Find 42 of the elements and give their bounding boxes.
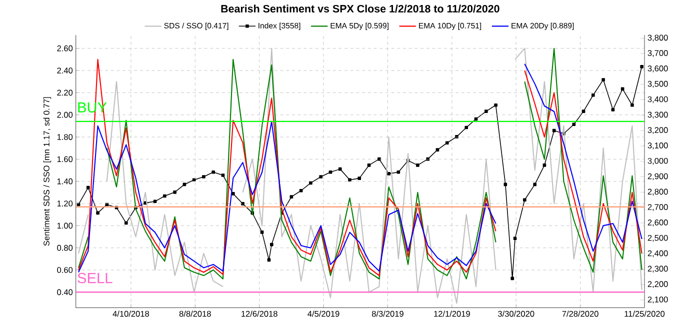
y-tick-label: 1.80 [57, 134, 73, 140]
y2-tick-label: 3,000 [648, 158, 668, 165]
y-tick-label: 0.80 [57, 244, 73, 251]
x-tick-label: 8/8/2018 [179, 310, 211, 317]
x-tick-label: 12/1/2019 [434, 310, 470, 317]
y2-tick-label: 2,600 [648, 220, 668, 226]
y2-tick-label: 3,200 [648, 127, 668, 134]
y-tick-label: 1.20 [57, 200, 73, 206]
y-tick-label: 0.60 [57, 267, 73, 273]
x-tick-label: 3/30/2020 [498, 310, 534, 317]
y2-tick-label: 2,900 [648, 173, 668, 180]
chart-title: Bearish Sentiment vs SPX Close 1/2/2018 to 11/20/2020 [221, 4, 500, 13]
y2-tick-label: 3,700 [648, 50, 668, 57]
y2-tick-label: 2,800 [648, 188, 668, 196]
x-tick-label: 11/25/2020 [624, 310, 665, 317]
y-tick-label: 2.40 [57, 68, 73, 74]
y2-tick-label: 3,100 [648, 142, 668, 150]
y-tick-label: 2.60 [57, 45, 73, 52]
x-tick-label: 4/5/2019 [308, 310, 340, 317]
y2-tick-label: 2,300 [648, 266, 668, 273]
x-tick-label: 7/28/2020 [562, 310, 598, 317]
y-tick-label: 1.00 [57, 222, 73, 229]
x-tick-label: 12/6/2018 [242, 310, 278, 317]
y-tick-label: 2.20 [57, 90, 73, 96]
y2-tick-label: 2,200 [648, 281, 668, 288]
y-tick-label: 2.00 [57, 112, 73, 118]
y-tick-label: 0.40 [57, 289, 73, 296]
y2-tick-label: 3,400 [648, 96, 668, 104]
y-tick-label: 1.40 [57, 178, 73, 184]
y2-tick-label: 2,700 [648, 204, 668, 211]
ref-line-label: SELL [78, 272, 112, 284]
y-tick-label: 1.60 [57, 156, 73, 162]
x-tick-label: 8/3/2019 [372, 310, 404, 317]
x-tick-label: 4/10/2018 [112, 310, 149, 317]
y2-tick-label: 3,300 [648, 112, 668, 119]
y2-tick-label: 3,500 [648, 80, 668, 88]
y2-tick-label: 2,500 [648, 234, 668, 242]
y-axis-title: Sentiment SDS / SSO [mn 1.17, sd 0.77] [43, 97, 52, 246]
y2-tick-label: 3,800 [648, 34, 668, 42]
y2-tick-label: 3,600 [648, 65, 668, 72]
y2-tick-label: 2,100 [648, 296, 668, 304]
y2-tick-label: 2,400 [648, 250, 668, 258]
